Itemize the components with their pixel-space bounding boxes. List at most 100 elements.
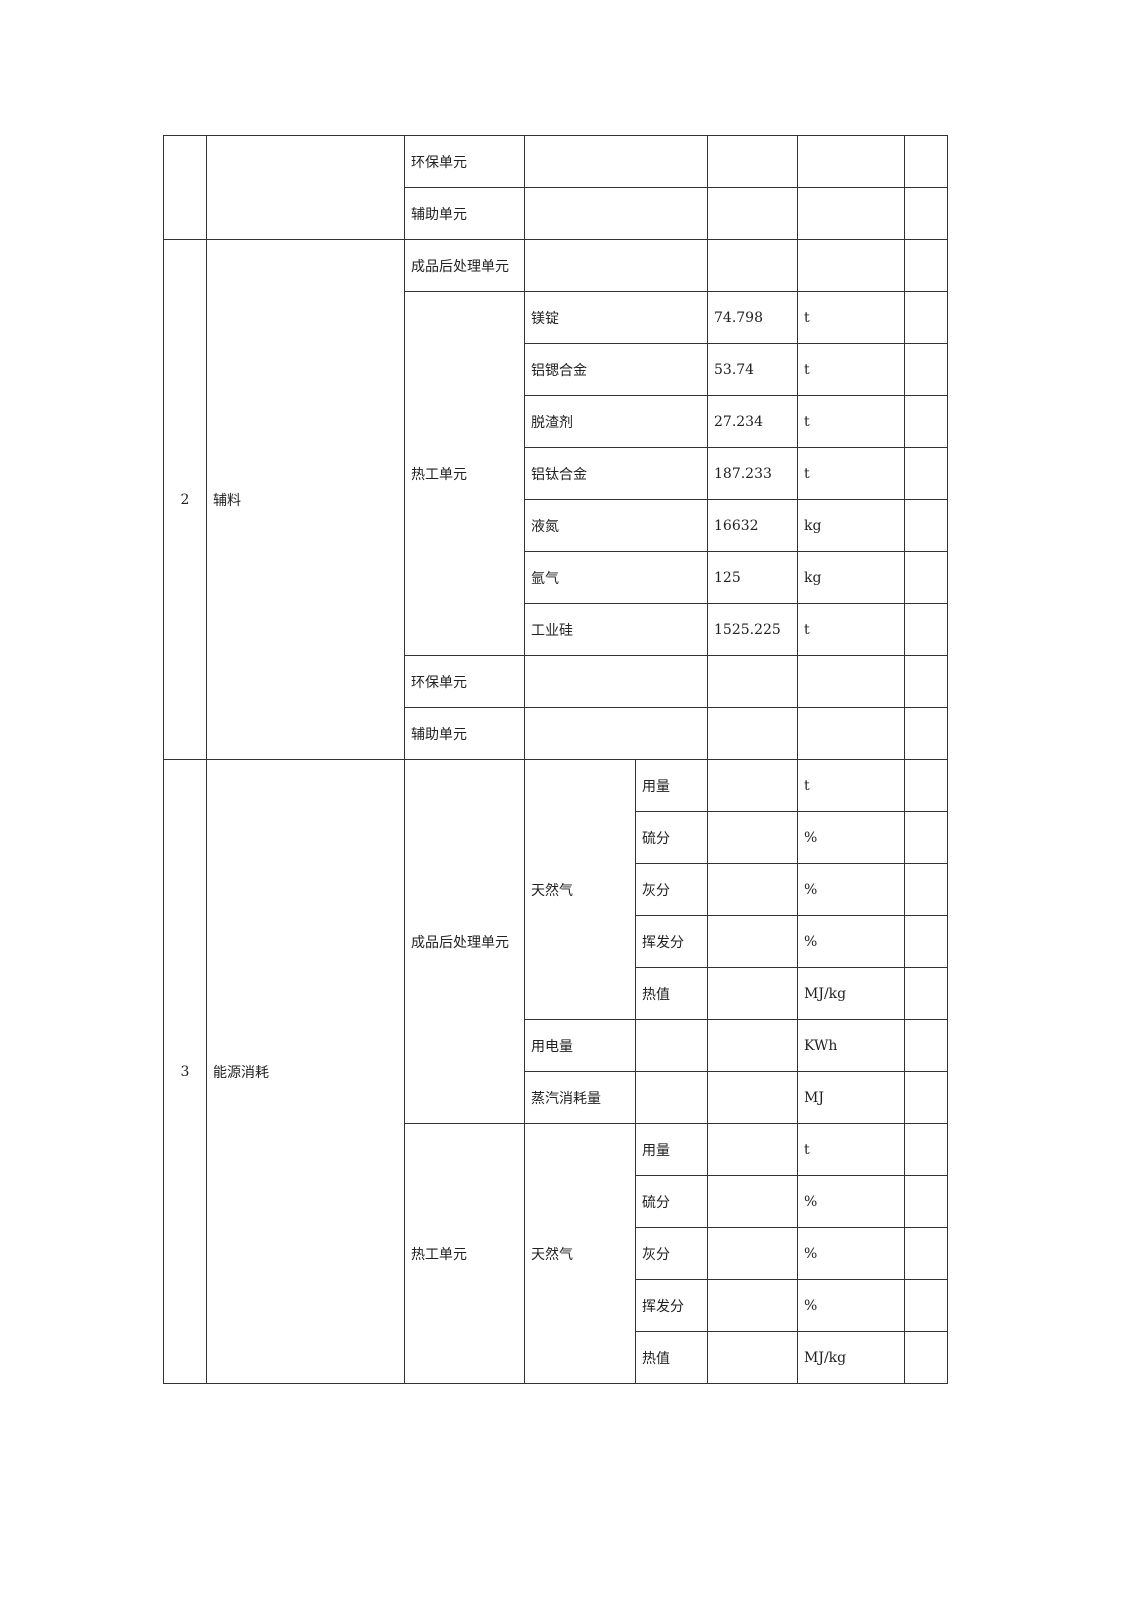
- table-row: 辅助单元: [164, 707, 948, 760]
- value-cell: [707, 811, 798, 864]
- remark-cell: [904, 343, 948, 396]
- remark-cell: [904, 915, 948, 968]
- unit-measure-cell: [797, 707, 905, 760]
- unit-cell: 辅助单元: [404, 707, 525, 760]
- table-row: 灰分 %: [164, 1227, 948, 1280]
- remark-cell: [904, 603, 948, 656]
- param-name: 挥发分: [635, 1279, 708, 1332]
- unit-measure-cell: [797, 655, 905, 708]
- value-cell: [707, 1227, 798, 1280]
- material-unit: kg: [797, 499, 905, 552]
- item-cell: [524, 187, 708, 240]
- material-unit: kg: [797, 551, 905, 604]
- value-cell: [707, 1175, 798, 1228]
- material-unit: t: [797, 395, 905, 448]
- table-row: 铝钛合金 187.233 t: [164, 447, 948, 500]
- item-name-cell: [206, 135, 405, 240]
- unit-cell: 成品后处理单元: [404, 759, 525, 1124]
- steam-unit: MJ: [797, 1071, 905, 1124]
- unit-cell: 环保单元: [404, 655, 525, 708]
- value-cell: [707, 863, 798, 916]
- item-cell: [524, 655, 708, 708]
- param-unit: MJ/kg: [797, 1331, 905, 1384]
- table-row: 热工单元 镁锭 74.798 t: [164, 291, 948, 656]
- table-row: 2 辅料 成品后处理单元: [163, 239, 948, 760]
- value-cell: [707, 239, 798, 292]
- material-name: 铝锶合金: [524, 343, 708, 396]
- remark-cell: [904, 499, 948, 552]
- param-name: 热值: [635, 1331, 708, 1384]
- unit-cell: 热工单元: [404, 291, 525, 656]
- table-row: 铝锶合金 53.74 t: [164, 343, 948, 396]
- param-unit: %: [797, 863, 905, 916]
- param-unit: %: [797, 1279, 905, 1332]
- remark-cell: [904, 187, 948, 240]
- value-cell: [707, 967, 798, 1020]
- param-name: [635, 1019, 708, 1072]
- remark-cell: [904, 1071, 948, 1124]
- unit-measure-cell: [797, 135, 905, 188]
- param-unit: MJ/kg: [797, 967, 905, 1020]
- table-row: 3 能源消耗 成品后处理单元 天然气 用量 t: [163, 759, 948, 1384]
- remark-cell: [904, 135, 948, 188]
- value-cell: [707, 1123, 798, 1176]
- remark-cell: [904, 551, 948, 604]
- material-unit: t: [797, 343, 905, 396]
- remark-cell: [904, 759, 948, 812]
- remark-cell: [904, 239, 948, 292]
- electricity-label: 用电量: [524, 1019, 636, 1072]
- fuel-cell: 天然气: [524, 1123, 636, 1384]
- material-name: 镁锭: [524, 291, 708, 344]
- unit-cell: 热工单元: [404, 1123, 525, 1384]
- table-row: 液氮 16632 kg: [164, 499, 948, 552]
- value-cell: [707, 187, 798, 240]
- param-name: 灰分: [635, 863, 708, 916]
- param-name: 硫分: [635, 811, 708, 864]
- table-row: 环保单元: [164, 655, 948, 708]
- materials-energy-table: 环保单元 辅助单元 2 辅料 成品后处理单元 热工单元 镁锭 74.798 t …: [163, 135, 948, 1384]
- remark-cell: [904, 1175, 948, 1228]
- table-row: 硫分 %: [164, 1175, 948, 1228]
- material-value: 53.74: [707, 343, 798, 396]
- param-name: 用量: [635, 1123, 708, 1176]
- table-row: 蒸汽消耗量 MJ: [164, 1071, 948, 1124]
- value-cell: [707, 1279, 798, 1332]
- material-name: 氩气: [524, 551, 708, 604]
- item-number-cell: [163, 135, 207, 240]
- material-value: 74.798: [707, 291, 798, 344]
- remark-cell: [904, 707, 948, 760]
- material-value: 187.233: [707, 447, 798, 500]
- table-row: 热工单元 天然气 用量 t: [164, 1123, 948, 1384]
- remark-cell: [904, 1279, 948, 1332]
- unit-cell: 辅助单元: [404, 187, 525, 240]
- remark-cell: [904, 395, 948, 448]
- material-name: 脱渣剂: [524, 395, 708, 448]
- material-unit: t: [797, 603, 905, 656]
- unit-measure-cell: [797, 187, 905, 240]
- item-cell: [524, 707, 708, 760]
- value-cell: [707, 915, 798, 968]
- remark-cell: [904, 447, 948, 500]
- param-unit: %: [797, 811, 905, 864]
- param-name: 热值: [635, 967, 708, 1020]
- param-unit: %: [797, 915, 905, 968]
- item-number-cell: 2: [163, 239, 207, 760]
- param-unit: t: [797, 759, 905, 812]
- unit-cell: 环保单元: [404, 135, 525, 188]
- electricity-unit: KWh: [797, 1019, 905, 1072]
- material-value: 1525.225: [707, 603, 798, 656]
- table-row: 热值 MJ/kg: [164, 1331, 948, 1384]
- remark-cell: [904, 655, 948, 708]
- table-row: 挥发分 %: [164, 1279, 948, 1332]
- material-value: 125: [707, 551, 798, 604]
- table-row: 挥发分 %: [164, 915, 948, 968]
- value-cell: [707, 135, 798, 188]
- steam-label: 蒸汽消耗量: [524, 1071, 636, 1124]
- param-name: 硫分: [635, 1175, 708, 1228]
- value-cell: [707, 707, 798, 760]
- remark-cell: [904, 967, 948, 1020]
- item-cell: [524, 239, 708, 292]
- param-name: 灰分: [635, 1227, 708, 1280]
- remark-cell: [904, 1019, 948, 1072]
- table-row: 热值 MJ/kg: [164, 967, 948, 1020]
